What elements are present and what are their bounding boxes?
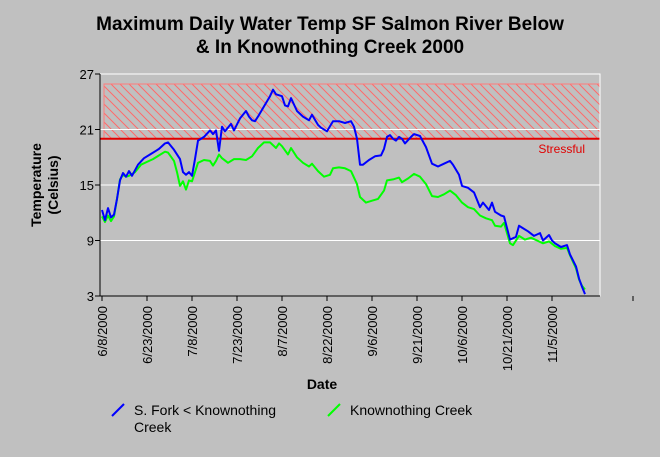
chart-title-line1: Maximum Daily Water Temp SF Salmon River… (96, 14, 564, 35)
y-tick-label: 15 (80, 178, 94, 193)
stressful-zone (103, 83, 601, 140)
y-tick-label: 27 (80, 67, 94, 82)
x-tick-label: 9/21/2000 (410, 306, 425, 364)
x-tick-label: 6/23/2000 (140, 306, 155, 364)
x-tick-label: 11/5/2000 (545, 306, 560, 363)
series-line-1 (101, 141, 586, 291)
y-tick-label: 21 (80, 123, 94, 138)
x-axis-title: Date (307, 376, 338, 392)
chart-title-line2: & In Knownothing Creek 2000 (195, 37, 465, 58)
x-tick-label: 10/6/2000 (455, 306, 470, 364)
legend-swatch-knownothing (327, 403, 341, 417)
x-tick-label: 8/7/2000 (275, 306, 290, 357)
x-tick-label: 9/6/2000 (365, 306, 380, 357)
x-tick-label: 10/21/2000 (500, 306, 515, 371)
y-tick-label: 9 (87, 234, 94, 249)
x-tick-label: 6/8/2000 (95, 306, 110, 357)
y-axis-title-line2: (Celsius) (45, 155, 61, 214)
y-axis-title-line1: Temperature (28, 143, 44, 227)
x-tick-label: 7/8/2000 (185, 306, 200, 357)
y-tick-label: 3 (87, 289, 94, 304)
legend-label-knownothing: Knownothing Creek (350, 402, 473, 418)
stressful-label: Stressful (538, 142, 585, 156)
series-line-0 (101, 88, 586, 295)
legend-label-sfork: S. Fork < Knownothing Creek (134, 402, 277, 435)
legend-swatch-sfork (111, 403, 125, 417)
x-tick-label: 8/22/2000 (320, 306, 335, 364)
x-tick-label: 7/23/2000 (230, 306, 245, 364)
